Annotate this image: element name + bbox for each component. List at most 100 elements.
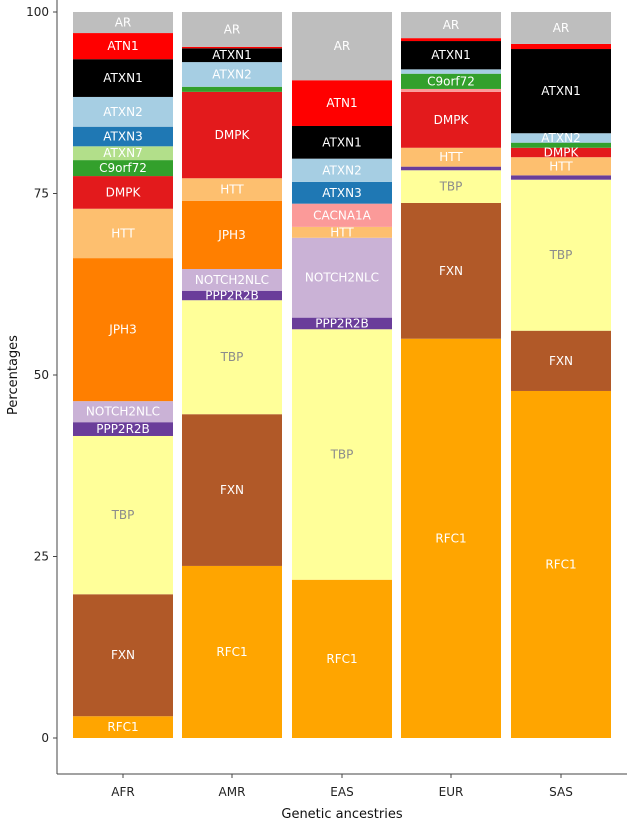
bar-segment-afr-dmpk [73,176,173,209]
bar-segment-amr-atxn1 [182,48,282,63]
bar-segment-eur-ar [401,12,501,39]
segment-label-sas-rfc1: RFC1 [545,557,576,571]
segment-label-eur-dmpk: DMPK [434,113,470,127]
bar-segment-afr-tbp [73,435,173,595]
x-tick-label-sas: SAS [549,785,573,799]
segment-label-afr-fxn: FXN [111,648,135,662]
segment-label-eur-tbp: TBP [439,180,463,194]
bar-segment-eas-tbp [292,329,392,580]
segment-label-sas-ar: AR [553,21,570,35]
bar-segment-afr-atxn1 [73,59,173,97]
bar-segment-eur-dmpk [401,91,501,148]
segment-label-afr-tbp: TBP [111,508,135,522]
bar-segment-sas-fxn [511,330,611,391]
bar-segment-sas-atxn2 [511,133,611,143]
segment-label-eur-rfc1: RFC1 [435,531,466,545]
bar-segment-eas-cacna1a [292,203,392,227]
bar-segment-afr-notch2nlc [73,401,173,423]
bar-segment-amr-tbp [182,300,282,415]
bar-segment-afr-c9orf72 [73,160,173,177]
bar-segment-sas-atxn1 [511,49,611,134]
bar-segment-afr-htt [73,208,173,259]
bar-segment-eur-c9orf72 [401,73,501,89]
bar-segment-eas-ppp2r2b [292,317,392,330]
bars-layer [73,12,611,738]
bar-segment-eas-atxn3 [292,181,392,204]
bar-segment-sas-dmpk [511,147,611,158]
segment-label-sas-atxn2: ATXN2 [541,131,580,145]
segment-label-eas-rfc1: RFC1 [326,652,357,666]
segment-label-amr-htt: HTT [220,183,244,197]
segment-label-amr-jph3: JPH3 [217,228,245,242]
x-axis-title: Genetic ancestries [281,807,402,822]
segment-label-eas-notch2nlc: NOTCH2NLC [305,271,379,285]
segment-label-afr-atxn7: ATXN7 [103,146,142,160]
segment-label-afr-dmpk: DMPK [106,185,142,199]
y-tick-label: 50 [34,368,49,382]
bar-segment-amr-jph3 [182,200,282,270]
bar-segment-eas-htt [292,226,392,238]
x-tick-label-eur: EUR [439,785,464,799]
bar-segment-eas-atxn2 [292,158,392,182]
segment-label-afr-jph3: JPH3 [108,323,136,337]
segment-label-amr-atxn1: ATXN1 [212,48,251,62]
bar-segment-amr-atn1 [182,46,282,49]
bar-segment-eas-atn1 [292,80,392,126]
bar-segment-sas-htt [511,157,611,176]
bar-segment-eur-rfc1 [401,338,501,738]
segment-label-afr-ppp2r2b: PPP2R2B [96,422,150,436]
bar-segment-afr-rfc1 [73,716,173,738]
y-tick-label: 75 [34,187,49,201]
bar-segment-eur-atn1 [401,38,501,42]
segment-label-afr-ar: AR [115,16,132,30]
segment-label-afr-htt: HTT [111,226,135,240]
segment-label-eas-atn1: ATN1 [326,96,357,110]
bar-segment-sas-c9orf72 [511,142,611,148]
x-axis-ticks: AFR AMR EAS EUR SAS [111,774,573,799]
bar-segment-sas-tbp [511,179,611,331]
bar-segment-eur-cacna1a [401,88,501,92]
y-axis-ticks: 0 25 50 75 100 [26,5,57,745]
segment-label-afr-atn1: ATN1 [107,39,138,53]
segment-label-eas-tbp: TBP [330,447,354,461]
y-tick-label: 0 [41,731,49,745]
y-tick-label: 25 [34,550,49,564]
segment-label-amr-ppp2r2b: PPP2R2B [205,289,259,303]
bar-segment-afr-atxn7 [73,146,173,161]
segment-label-afr-c9orf72: C9orf72 [99,161,147,175]
segment-label-eas-ppp2r2b: PPP2R2B [315,316,369,330]
segment-label-sas-htt: HTT [549,159,573,173]
segment-label-eur-c9orf72: C9orf72 [427,74,475,88]
segment-label-eur-htt: HTT [439,150,463,164]
segment-label-amr-dmpk: DMPK [215,128,251,142]
bar-segment-sas-rfc1 [511,390,611,738]
segment-label-amr-ar: AR [224,22,241,36]
bar-segment-afr-ar [73,12,173,34]
bar-segment-afr-jph3 [73,258,173,402]
bar-segment-amr-ar [182,12,282,47]
segment-label-amr-atxn2: ATXN2 [212,67,251,81]
segment-label-eur-ar: AR [443,18,460,32]
segment-label-amr-tbp: TBP [220,350,244,364]
bar-segment-sas-atn1 [511,43,611,50]
bar-segment-eas-atxn1 [292,125,392,159]
segment-label-afr-notch2nlc: NOTCH2NLC [86,405,160,419]
bar-segment-amr-notch2nlc [182,269,282,291]
segment-label-eas-htt: HTT [330,225,354,239]
bar-segment-sas-ppp2r2b [511,175,611,180]
segment-label-afr-atxn3: ATXN3 [103,130,142,144]
bar-segment-eas-notch2nlc [292,237,392,318]
segment-labels-layer: RFC1 FXN TBP PPP2R2B NOTCH2NLC JPH3 HTT DMPK C9o… [86,16,581,735]
bar-segment-amr-fxn [182,414,282,566]
y-axis-title: Percentages [6,335,21,415]
segment-label-sas-atxn1: ATXN1 [541,84,580,98]
segment-label-sas-fxn: FXN [549,354,573,368]
segment-label-sas-tbp: TBP [549,248,573,262]
bar-segment-eur-tbp [401,170,501,203]
segment-label-amr-notch2nlc: NOTCH2NLC [195,273,269,287]
segment-label-amr-fxn: FXN [220,483,244,497]
segment-label-eas-atxn3: ATXN3 [322,186,361,200]
segment-label-afr-rfc1: RFC1 [107,720,138,734]
segment-label-eas-atxn2: ATXN2 [322,163,361,177]
